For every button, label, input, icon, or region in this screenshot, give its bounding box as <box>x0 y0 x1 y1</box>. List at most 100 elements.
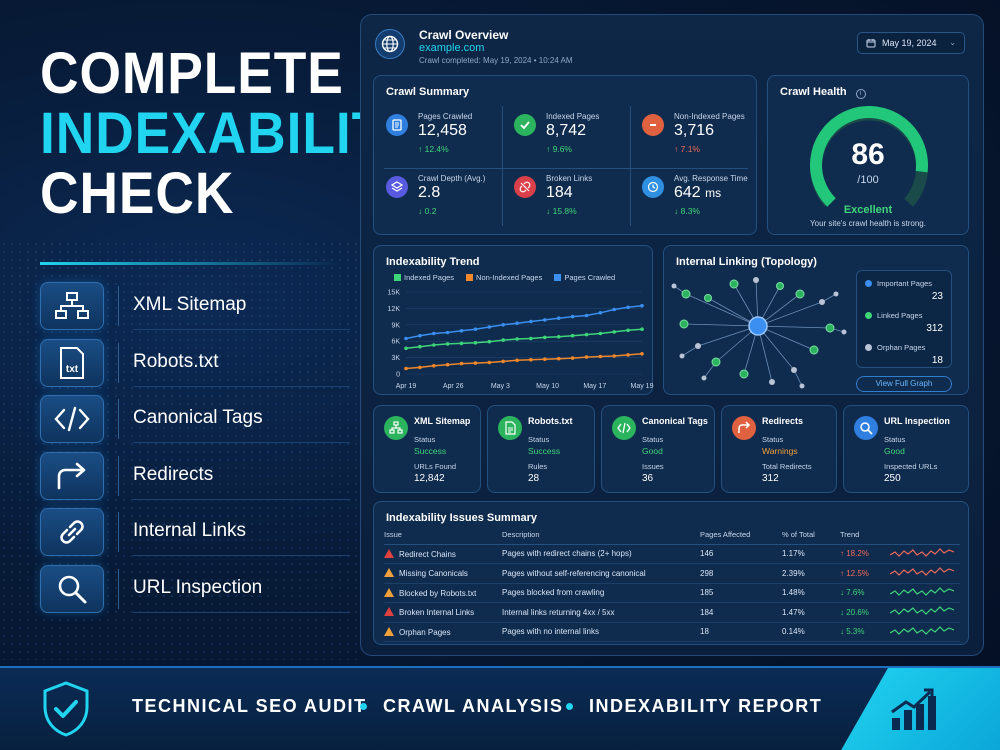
status-card-url-inspection[interactable]: URL Inspection Status Good Inspected URL… <box>843 405 969 493</box>
chevron-down-icon: ⌄ <box>949 38 956 47</box>
data-point <box>598 354 603 359</box>
y-tick-label: 3K <box>391 355 400 362</box>
data-point <box>445 330 450 335</box>
redirect-arrow-icon <box>732 416 756 440</box>
status-metric-value: 36 <box>642 473 654 484</box>
clock-icon <box>642 176 664 198</box>
sparkline-cell <box>889 563 960 584</box>
metric-value: 2.8 <box>418 184 441 201</box>
issue-cell: Redirect Chains <box>384 544 502 564</box>
x-tick-label: May 17 <box>583 383 606 390</box>
data-point <box>487 360 492 365</box>
magnifier-icon <box>854 416 878 440</box>
data-point <box>556 356 561 361</box>
table-row[interactable]: Broken Internal Links Internal links retu… <box>384 602 960 623</box>
metric-delta: ↓ 15.8% <box>546 206 577 216</box>
data-point <box>570 314 575 319</box>
data-point <box>584 355 589 359</box>
issue-cell: Orphan Pages <box>384 622 502 642</box>
metric-broken-links: Broken Links 184 ↓ 15.8% <box>514 174 634 224</box>
metric-number: 642 <box>674 184 701 201</box>
code-brackets-icon <box>612 416 636 440</box>
topology-card: Internal Linking (Topology) Important Pa… <box>663 245 969 395</box>
data-point <box>501 359 505 364</box>
data-point <box>473 361 478 365</box>
topology-label: Important Pages <box>877 279 933 288</box>
legend-crawled: Pages Crawled <box>554 273 615 282</box>
table-row[interactable]: Blocked by Robots.txt Pages blocked from … <box>384 583 960 603</box>
issue-pages: 298 <box>700 563 782 584</box>
topology-legend: Important Pages 23 Linked Pages 312 Orph… <box>856 270 952 368</box>
status-metric-value: 12,842 <box>414 473 445 484</box>
hero-line-2: INDEXABILITY <box>40 101 422 166</box>
status-card-xml-sitemap[interactable]: XML Sitemap Status Success URLs Found 12… <box>373 405 481 493</box>
view-full-graph-button[interactable]: View Full Graph <box>856 376 952 392</box>
metric-label: Non-Indexed Pages <box>674 112 745 121</box>
info-icon[interactable]: i <box>855 89 866 99</box>
globe-icon <box>375 29 405 59</box>
warning-icon <box>384 607 394 617</box>
table-row[interactable]: Missing Canonicals Pages without self-ref… <box>384 563 960 584</box>
date-picker[interactable]: May 19, 2024 ⌄ <box>857 32 965 54</box>
series-line-1 <box>405 353 643 370</box>
site-link[interactable]: example.com <box>419 42 485 54</box>
y-tick-label: 0 <box>396 372 400 379</box>
data-point <box>556 335 561 339</box>
status-card-redirects[interactable]: Redirects Status Warnings Total Redirect… <box>721 405 837 493</box>
status-card-canonical-tags[interactable]: Canonical Tags Status Good Issues 36 <box>601 405 715 493</box>
data-point <box>418 365 422 370</box>
crawl-completed: Crawl completed: May 19, 2024 • 10:24 AM <box>419 56 573 65</box>
metric-delta: ↓ 8.3% <box>674 206 700 216</box>
topology-dot <box>865 312 872 319</box>
warning-icon <box>384 587 394 597</box>
data-point <box>612 307 616 312</box>
data-point <box>640 352 644 356</box>
data-point <box>612 330 616 334</box>
data-point <box>487 325 492 329</box>
data-point <box>640 327 644 331</box>
column-header: Description <box>502 526 700 545</box>
issue-percent: 0.14% <box>782 622 840 642</box>
status-card-robots-txt[interactable]: Robots.txt Status Success Rules 28 <box>487 405 595 493</box>
robots-file-text: txt <box>66 364 79 375</box>
feature-redirects: Redirects <box>40 451 350 500</box>
status-value: Success <box>414 446 447 456</box>
column-header: % of Total <box>782 526 840 545</box>
metric-value: 8,742 <box>546 122 587 139</box>
issue-description: Pages with redirect chains (2+ hops) <box>502 544 700 564</box>
status-card-title: Redirects <box>762 416 804 426</box>
metric-label: Indexed Pages <box>546 112 600 121</box>
health-gauge <box>810 106 928 207</box>
issue-percent: 1.47% <box>782 602 840 623</box>
data-point <box>570 356 575 360</box>
status-label: Status <box>528 435 550 444</box>
health-label: Excellent <box>843 204 893 216</box>
data-point <box>459 361 464 366</box>
data-point <box>570 333 575 338</box>
table-row[interactable]: Orphan Pages Pages with no internal links… <box>384 622 960 642</box>
metric-value: 642 ms <box>674 184 721 202</box>
y-tick-label: 15K <box>388 290 401 297</box>
data-point <box>445 342 450 346</box>
issue-name: Redirect Chains <box>399 549 456 559</box>
feature-separator <box>118 512 119 552</box>
data-point <box>556 316 561 320</box>
data-point <box>529 358 533 362</box>
footer-item-2: CRAWL ANALYSIS <box>383 696 564 716</box>
data-point <box>543 357 547 361</box>
data-point <box>543 335 547 340</box>
status-metric-label: URLs Found <box>414 462 457 471</box>
status-metric-value: 28 <box>528 473 540 484</box>
feature-label: Redirects <box>133 452 350 500</box>
redirect-arrow-icon <box>40 451 104 500</box>
link-icon <box>40 508 104 556</box>
indexability-trend-card: Indexability Trend Indexed Pages Non-Ind… <box>373 245 654 395</box>
issue-trend: ↓ 20.6% <box>840 602 890 623</box>
column-header: Pages Affected <box>700 526 782 545</box>
status-metric-label: Total Redirects <box>762 462 812 471</box>
card-title: Internal Linking (Topology) <box>676 256 817 268</box>
legend-label: Non-Indexed Pages <box>476 273 543 282</box>
legend-label: Indexed Pages <box>404 273 455 282</box>
table-row[interactable]: Redirect Chains Pages with redirect chain… <box>384 544 960 564</box>
column-header: Trend <box>840 526 890 545</box>
